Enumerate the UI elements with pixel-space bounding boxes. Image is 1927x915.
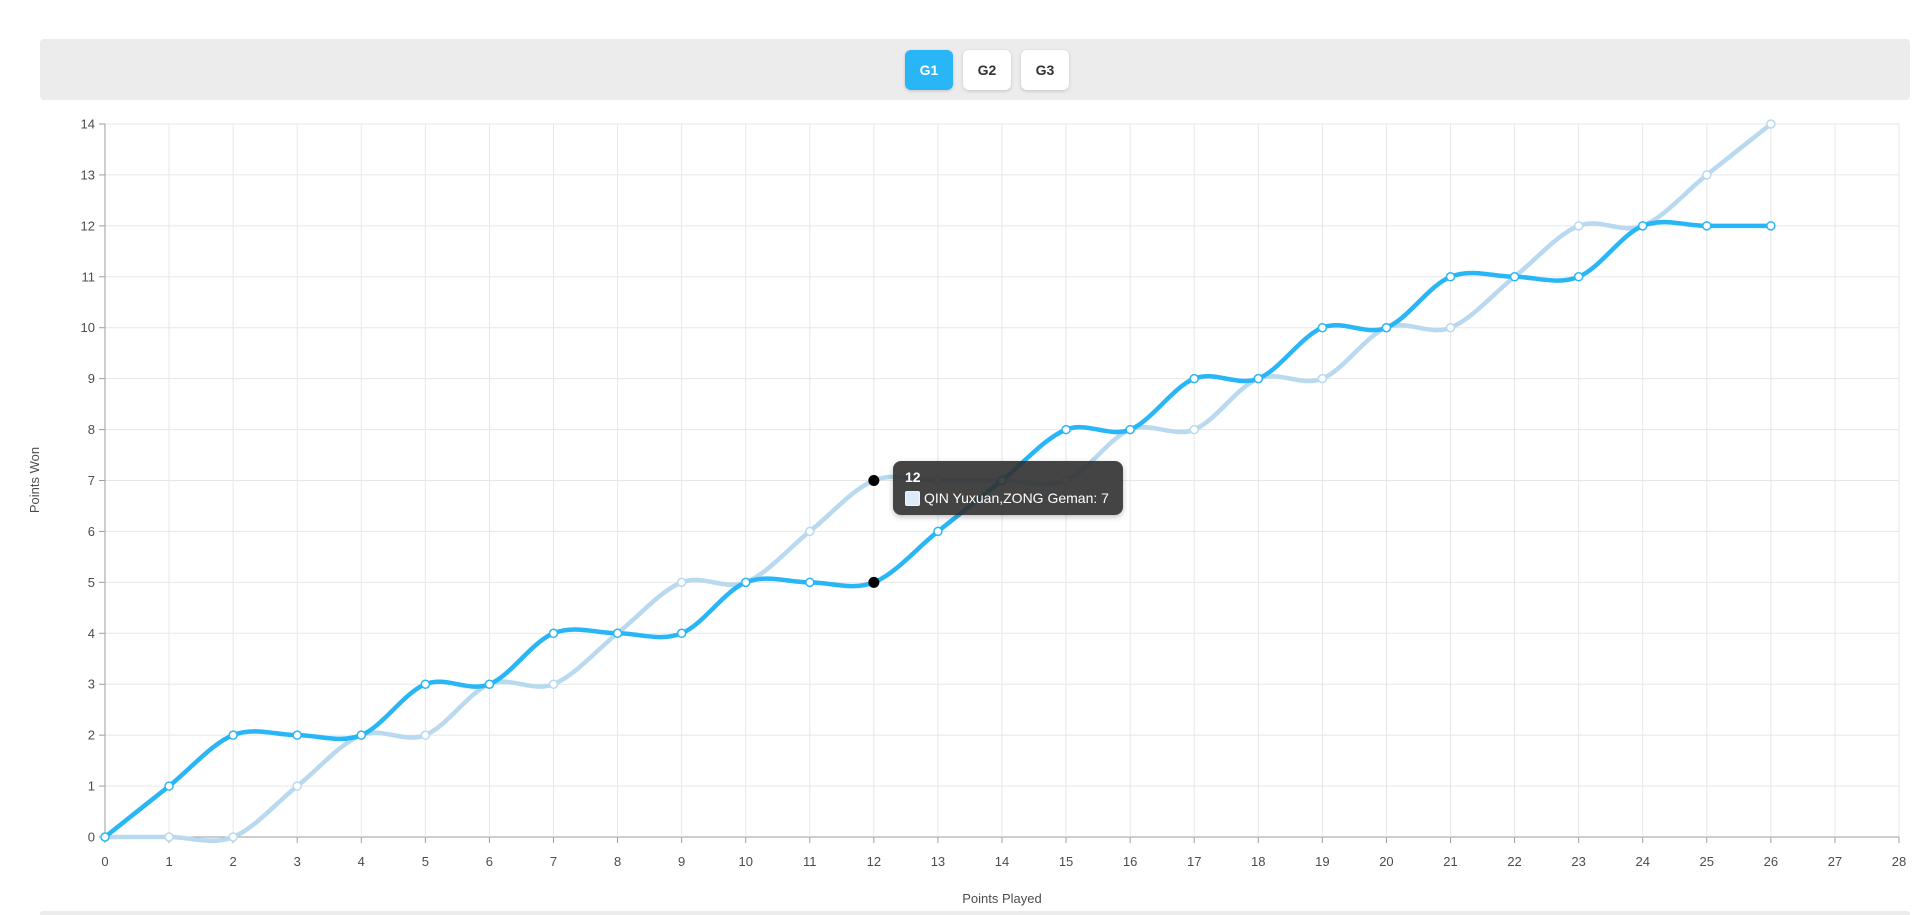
data-point[interactable]	[420, 730, 431, 740]
x-axis-title: Points Played	[962, 891, 1042, 906]
data-point[interactable]	[1509, 272, 1520, 282]
y-tick-label: 5	[88, 575, 95, 590]
x-tick-label: 19	[1315, 854, 1329, 869]
y-tick-label: 2	[88, 728, 95, 743]
data-point[interactable]	[933, 526, 943, 537]
x-tick-label: 10	[738, 854, 752, 869]
data-point[interactable]	[1189, 373, 1199, 384]
x-tick-label: 26	[1764, 854, 1778, 869]
tooltip-title: 12	[905, 469, 921, 485]
x-tick-label: 7	[550, 854, 557, 869]
y-axis-title: Points Won	[26, 446, 42, 514]
tooltip-row: QIN Yuxuan,ZONG Geman: 7	[905, 490, 1109, 506]
x-tick-label: 0	[101, 854, 108, 869]
x-tick-label: 11	[803, 854, 817, 869]
data-point[interactable]	[292, 730, 302, 740]
x-tick-label: 25	[1700, 854, 1714, 869]
x-tick-label: 6	[486, 854, 493, 869]
tab-g2[interactable]: G2	[963, 49, 1011, 90]
y-tick-label: 7	[88, 473, 95, 488]
x-tick-label: 20	[1379, 854, 1393, 869]
data-point[interactable]	[1637, 221, 1648, 231]
series-swatch-icon	[905, 490, 920, 506]
x-tick-label: 12	[867, 854, 881, 869]
data-point[interactable]	[164, 781, 174, 791]
highlighted-point[interactable]	[868, 475, 880, 486]
x-tick-label: 27	[1828, 854, 1842, 869]
y-tick-label: 4	[88, 626, 95, 641]
x-tick-label: 14	[995, 854, 1009, 869]
data-point[interactable]	[1125, 424, 1135, 435]
next-section-edge	[40, 911, 1910, 915]
data-point[interactable]	[805, 526, 815, 537]
data-point[interactable]	[228, 832, 238, 842]
data-point[interactable]	[1766, 119, 1776, 129]
x-tick-label: 24	[1635, 854, 1649, 869]
x-tick-label: 23	[1571, 854, 1585, 869]
y-tick-label: 8	[88, 422, 95, 437]
data-point[interactable]	[1189, 424, 1199, 435]
data-point[interactable]	[805, 577, 815, 588]
y-tick-label: 13	[81, 167, 95, 182]
y-tick-label: 10	[81, 320, 95, 335]
data-point[interactable]	[1702, 170, 1712, 180]
chart-tooltip: 12 QIN Yuxuan,ZONG Geman: 7	[893, 461, 1123, 515]
data-point[interactable]	[1253, 373, 1264, 384]
data-point[interactable]	[1445, 322, 1456, 333]
data-point[interactable]	[1445, 272, 1456, 282]
data-point[interactable]	[548, 679, 559, 689]
x-tick-label: 21	[1443, 854, 1457, 869]
highlighted-point[interactable]	[868, 576, 880, 588]
data-point[interactable]	[292, 781, 302, 791]
x-tick-label: 15	[1059, 854, 1073, 869]
x-tick-label: 8	[614, 854, 621, 869]
x-tick-label: 9	[678, 854, 685, 869]
data-point[interactable]	[164, 832, 174, 842]
data-point[interactable]	[548, 628, 559, 639]
data-point[interactable]	[420, 679, 431, 689]
data-point[interactable]	[612, 628, 623, 639]
data-point[interactable]	[100, 832, 110, 842]
y-tick-label: 0	[88, 830, 95, 845]
x-tick-label: 4	[358, 854, 365, 869]
data-point[interactable]	[1381, 322, 1392, 333]
data-point[interactable]	[1573, 221, 1584, 231]
data-point[interactable]	[676, 577, 687, 588]
data-point[interactable]	[1702, 221, 1712, 231]
data-point[interactable]	[484, 679, 495, 689]
y-tick-label: 11	[82, 269, 96, 284]
data-point[interactable]	[1766, 221, 1776, 231]
data-point[interactable]	[1573, 272, 1584, 282]
y-tick-label: 12	[81, 218, 95, 233]
data-point[interactable]	[1317, 322, 1328, 333]
data-point[interactable]	[1317, 373, 1328, 384]
x-tick-label: 3	[294, 854, 301, 869]
game-tab-bar: G1 G2 G3	[40, 39, 1910, 100]
x-tick-label: 18	[1251, 854, 1265, 869]
tab-g3[interactable]: G3	[1021, 49, 1069, 90]
tooltip-series-value: QIN Yuxuan,ZONG Geman: 7	[924, 490, 1109, 506]
data-point[interactable]	[676, 628, 687, 639]
data-point[interactable]	[356, 730, 367, 740]
x-tick-label: 22	[1507, 854, 1521, 869]
y-tick-label: 3	[88, 677, 95, 692]
x-tick-label: 16	[1123, 854, 1137, 869]
y-tick-label: 1	[88, 779, 95, 794]
tab-g1[interactable]: G1	[905, 49, 953, 90]
x-tick-label: 2	[230, 854, 237, 869]
data-point[interactable]	[1061, 424, 1071, 435]
x-tick-label: 13	[931, 854, 945, 869]
data-point[interactable]	[228, 730, 238, 740]
x-tick-label: 28	[1892, 854, 1906, 869]
x-tick-label: 17	[1187, 854, 1201, 869]
y-tick-label: 9	[88, 371, 95, 386]
x-tick-label: 1	[165, 854, 172, 869]
y-tick-label: 6	[88, 524, 95, 539]
y-tick-label: 14	[81, 117, 95, 132]
x-tick-label: 5	[422, 854, 429, 869]
data-point[interactable]	[740, 577, 751, 588]
